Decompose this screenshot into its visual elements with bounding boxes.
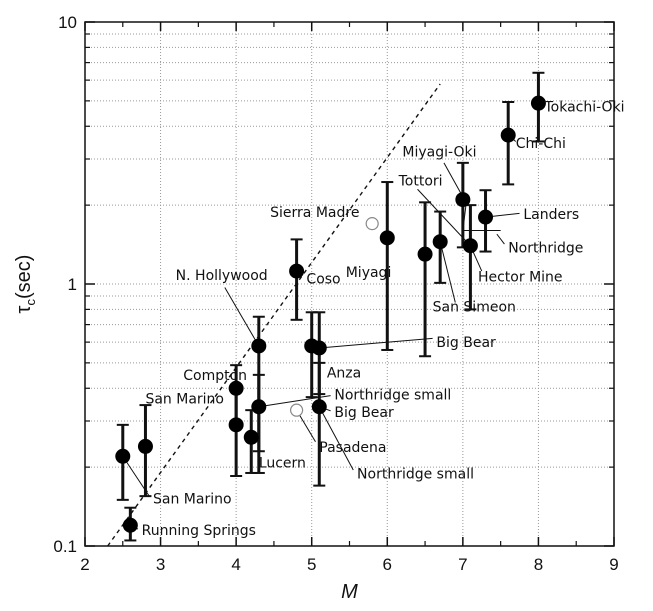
y-axis-label: τc(sec) [13, 255, 38, 314]
data-point [417, 246, 433, 262]
data-point-open [290, 403, 304, 417]
leader-line [443, 162, 464, 198]
y-tick-label: 0.1 [53, 537, 77, 556]
data-point [311, 399, 327, 415]
leader-line [439, 241, 456, 303]
data-point [500, 127, 516, 143]
data-point [530, 95, 546, 111]
annotation-label: Tokachi-Oki [543, 100, 624, 116]
x-tick-label: 7 [458, 555, 467, 574]
y-axis-subscript: c [23, 299, 38, 306]
data-point-open [365, 217, 379, 231]
annotation-label: Northridge [508, 240, 583, 256]
data-points [115, 95, 546, 533]
annotation-label: Northridge small [334, 388, 451, 404]
error-bar [464, 204, 477, 311]
error-bar [230, 390, 243, 478]
x-tick-label: 5 [307, 555, 316, 574]
grid [85, 22, 614, 546]
annotation-label: Tottori [398, 174, 443, 190]
data-point [379, 230, 395, 246]
y-axis-symbol: τ [13, 305, 35, 313]
data-point [228, 417, 244, 433]
x-tick-label: 3 [156, 555, 165, 574]
data-point [478, 209, 494, 225]
data-point [251, 399, 267, 415]
data-point [289, 263, 305, 279]
annotations: Tokachi-Oki Chi-Chi Miyagi-Oki Tottori Sierr… [142, 100, 625, 539]
error-bar [313, 361, 326, 487]
x-tick-label: 2 [80, 555, 89, 574]
annotation-label: San Marino [145, 392, 224, 408]
data-point [115, 448, 131, 464]
data-point [137, 438, 153, 454]
data-point [243, 429, 259, 445]
leader-line [417, 188, 468, 243]
error-bar [381, 181, 394, 351]
annotation-label: Running Springs [142, 523, 256, 539]
leader-line [319, 337, 433, 349]
y-tick-label: 10 [58, 13, 77, 32]
axis-ticks: 2 3 4 5 6 7 8 9 0.1 1 10 [53, 13, 618, 574]
annotation-label: Sierra Madre [270, 205, 359, 221]
leader-lines [122, 102, 543, 530]
y-tick-label: 1 [68, 275, 77, 294]
data-point [311, 340, 327, 356]
error-bar [290, 238, 303, 321]
data-point [462, 238, 478, 254]
data-point [122, 517, 138, 533]
annotation-label: San Simeon [433, 300, 516, 316]
annotation-label: Big Bear [436, 335, 496, 351]
leader-line [318, 406, 354, 471]
error-bar [419, 201, 432, 358]
x-tick-label: 4 [231, 555, 240, 574]
leader-line [496, 233, 505, 245]
annotation-label: N. Hollywood [176, 268, 268, 284]
annotation-label: Northridge small [357, 467, 474, 483]
annotation-label: Chi-Chi [516, 136, 566, 152]
annotation-label: Anza [327, 365, 361, 381]
fit-line [107, 83, 441, 547]
annotation-label: Pasadena [319, 440, 386, 456]
annotation-label: Landers [523, 207, 579, 223]
x-tick-label: 6 [383, 555, 392, 574]
annotation-label: Miyagi [346, 265, 392, 281]
annotation-label: San Marino [153, 491, 232, 507]
error-bar [502, 101, 515, 186]
annotation-label: Coso [306, 271, 340, 287]
data-point [432, 234, 448, 250]
annotation-label: Lucern [259, 456, 306, 472]
data-point [251, 338, 267, 354]
data-point [455, 192, 471, 208]
y-axis-unit: (sec) [13, 255, 35, 299]
annotation-label: Big Bear [334, 405, 394, 421]
x-tick-label: 9 [609, 555, 618, 574]
x-tick-label: 8 [534, 555, 543, 574]
data-point [228, 380, 244, 396]
annotation-label: Compton [183, 368, 247, 384]
annotation-label: Hector Mine [478, 269, 563, 285]
annotation-label: Miyagi-Oki [402, 145, 476, 161]
x-axis-label: M [341, 581, 358, 603]
leader-line [224, 287, 260, 347]
